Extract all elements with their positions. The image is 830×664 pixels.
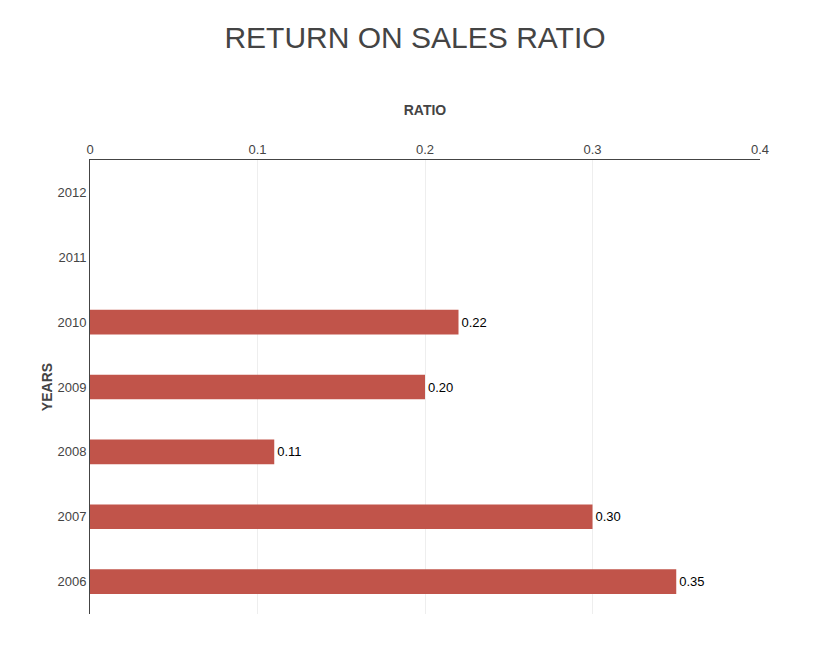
svg-text:YEARS: YEARS: [39, 363, 55, 411]
svg-text:0.22: 0.22: [462, 315, 487, 330]
svg-text:2010: 2010: [57, 315, 86, 330]
svg-text:0.1: 0.1: [248, 142, 266, 157]
svg-text:0: 0: [86, 142, 93, 157]
svg-text:2008: 2008: [57, 444, 86, 459]
svg-text:2009: 2009: [57, 380, 86, 395]
svg-text:0.35: 0.35: [679, 574, 704, 589]
svg-text:RATIO: RATIO: [404, 102, 447, 118]
svg-text:0.20: 0.20: [428, 380, 453, 395]
svg-text:RETURN ON SALES RATIO: RETURN ON SALES RATIO: [224, 21, 605, 54]
svg-text:2007: 2007: [57, 509, 86, 524]
svg-text:2011: 2011: [58, 250, 86, 265]
svg-text:0.30: 0.30: [596, 509, 621, 524]
svg-text:0.3: 0.3: [583, 142, 601, 157]
svg-text:2006: 2006: [57, 574, 86, 589]
svg-text:0.11: 0.11: [277, 444, 301, 459]
svg-text:0.2: 0.2: [416, 142, 434, 157]
svg-text:0.4: 0.4: [751, 142, 769, 157]
svg-text:2012: 2012: [57, 185, 86, 200]
